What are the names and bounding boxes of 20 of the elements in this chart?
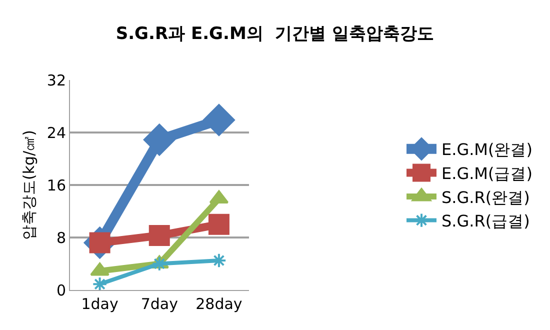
point <box>208 214 230 235</box>
x-tick-label: 7day <box>140 295 178 313</box>
chart-title: S.G.R과 E.G.M의 기간별 일축압축강도 <box>116 24 434 44</box>
y-tick-label: 16 <box>46 176 66 194</box>
point <box>92 276 108 292</box>
legend-label: E.G.M(급결) <box>442 164 532 183</box>
y-axis-title: 압축강도(kg/㎠) <box>20 130 38 240</box>
legend-label: E.G.M(완결) <box>442 140 532 160</box>
x-tick-label: 1day <box>81 295 118 313</box>
y-tick-label: 8 <box>56 228 66 247</box>
point <box>152 256 167 272</box>
y-tick-label: 32 <box>46 71 66 90</box>
point <box>143 124 176 156</box>
legend-label: S.G.R(완결) <box>442 188 530 207</box>
point <box>203 104 235 136</box>
x-tick-label: 28day <box>196 295 242 313</box>
y-tick-label: 0 <box>56 281 66 300</box>
y-tick-label: 24 <box>46 124 66 142</box>
legend-label: S.G.R(급결) <box>442 212 530 231</box>
point <box>148 225 170 246</box>
